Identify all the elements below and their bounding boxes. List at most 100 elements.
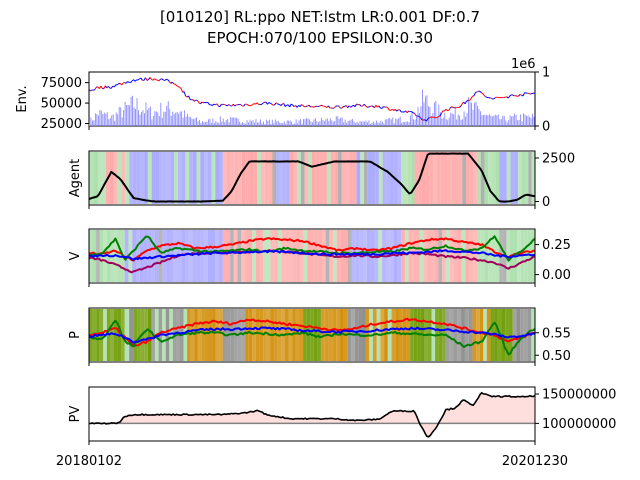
volume-bar <box>326 118 328 126</box>
agent-band-buy <box>319 152 324 204</box>
v-band-sell <box>215 230 220 282</box>
v-band-buy <box>230 230 234 282</box>
volume-bar <box>472 109 474 126</box>
volume-bar <box>138 110 139 126</box>
p-band-orange <box>472 309 477 361</box>
agent-band-sell <box>166 152 171 204</box>
v-band-sell <box>162 230 167 282</box>
agent-band-buy <box>101 152 106 204</box>
volume-bar <box>453 114 455 126</box>
volume-bar <box>338 119 340 126</box>
v-band-buy <box>296 230 300 282</box>
volume-bar <box>139 114 141 126</box>
v-band-buy <box>237 230 242 282</box>
x-tick-start-label: 20180102 <box>56 454 122 469</box>
volume-bar <box>300 119 302 126</box>
agent-band-sell <box>185 152 190 204</box>
volume-bar <box>200 122 202 126</box>
agent-band-buy <box>473 152 478 204</box>
price-line-segment <box>479 90 482 94</box>
price-line-segment <box>426 118 429 122</box>
price-line-segment <box>268 102 271 104</box>
volume-bar <box>236 117 238 126</box>
agent-band-hold <box>495 152 500 204</box>
volume-bar <box>361 121 362 126</box>
volume-bar <box>460 119 462 126</box>
price-line-segment <box>183 91 187 97</box>
volume-bar <box>285 123 287 126</box>
volume-bar <box>94 113 96 126</box>
price-line-segment <box>180 88 184 93</box>
volume-bar <box>100 110 102 126</box>
volume-bar <box>154 111 156 126</box>
v-band-buy <box>453 230 458 282</box>
v-band-buy <box>270 230 275 282</box>
volume-bar <box>261 123 263 126</box>
volume-bar <box>374 123 376 126</box>
price-line-segment <box>201 101 204 104</box>
price-line-segment <box>530 93 533 95</box>
price-line-segment <box>250 104 253 107</box>
agent-band-buy <box>323 152 327 204</box>
volume-bar <box>169 109 171 126</box>
v-band-buy <box>288 230 293 282</box>
volume-bar <box>127 104 129 126</box>
price-line-segment <box>139 77 142 80</box>
volume-bar <box>392 117 394 126</box>
price-line-segment <box>273 104 276 106</box>
volume-bar <box>120 107 122 126</box>
volume-bar <box>129 105 131 126</box>
v-band-hold <box>477 230 481 282</box>
p-band-olive <box>147 309 152 361</box>
pv-ylabel: PV <box>68 406 83 423</box>
volume-bar <box>224 122 226 126</box>
price-line-segment <box>188 95 191 100</box>
volume-bar <box>515 114 517 126</box>
price-line-segment <box>497 96 500 99</box>
agent-band-sell <box>132 152 137 204</box>
volume-bar <box>227 119 229 126</box>
volume-bar <box>277 120 279 126</box>
volume-bar <box>314 118 316 126</box>
volume-bar <box>273 123 275 126</box>
volume-bar <box>206 121 208 126</box>
p-band-gray <box>531 309 535 361</box>
agent-band-buy <box>268 152 273 204</box>
price-line-segment <box>327 105 331 109</box>
price-line-segment <box>365 105 368 108</box>
price-line-segment <box>418 115 421 119</box>
agent-band-sell <box>144 152 148 204</box>
agent-band-buy <box>466 152 470 204</box>
volume-bar <box>291 121 293 126</box>
volume-bar <box>309 119 310 126</box>
price-line-segment <box>307 104 310 107</box>
agent-band-sell <box>159 152 163 204</box>
price-line-segment <box>473 92 476 96</box>
price-line-segment <box>396 109 399 112</box>
volume-bar <box>502 115 504 126</box>
v-band-sell <box>203 230 208 282</box>
volume-bar <box>240 123 242 126</box>
price-line-segment <box>390 108 393 111</box>
agent-band-buy <box>109 152 114 204</box>
v-band-buy <box>404 230 409 282</box>
v-band-buy <box>226 230 231 282</box>
volume-bar <box>518 119 520 126</box>
volume-bar <box>218 122 220 126</box>
price-line-segment <box>378 105 381 109</box>
agent-band-buy <box>304 152 309 204</box>
volume-bar <box>243 123 245 126</box>
agent-band-sell <box>375 152 379 204</box>
volume-bar <box>310 121 312 126</box>
v-band-buy <box>233 230 238 282</box>
v-band-buy <box>465 230 470 282</box>
agent-band-sell <box>196 152 201 204</box>
volume-bar <box>352 118 354 126</box>
price-line-segment <box>460 103 463 107</box>
volume-bar <box>294 123 296 126</box>
price-line-segment <box>528 92 531 95</box>
volume-bar <box>353 121 355 126</box>
price-line-segment <box>197 100 200 104</box>
price-line-segment <box>439 113 442 117</box>
price-line-segment <box>359 104 362 107</box>
